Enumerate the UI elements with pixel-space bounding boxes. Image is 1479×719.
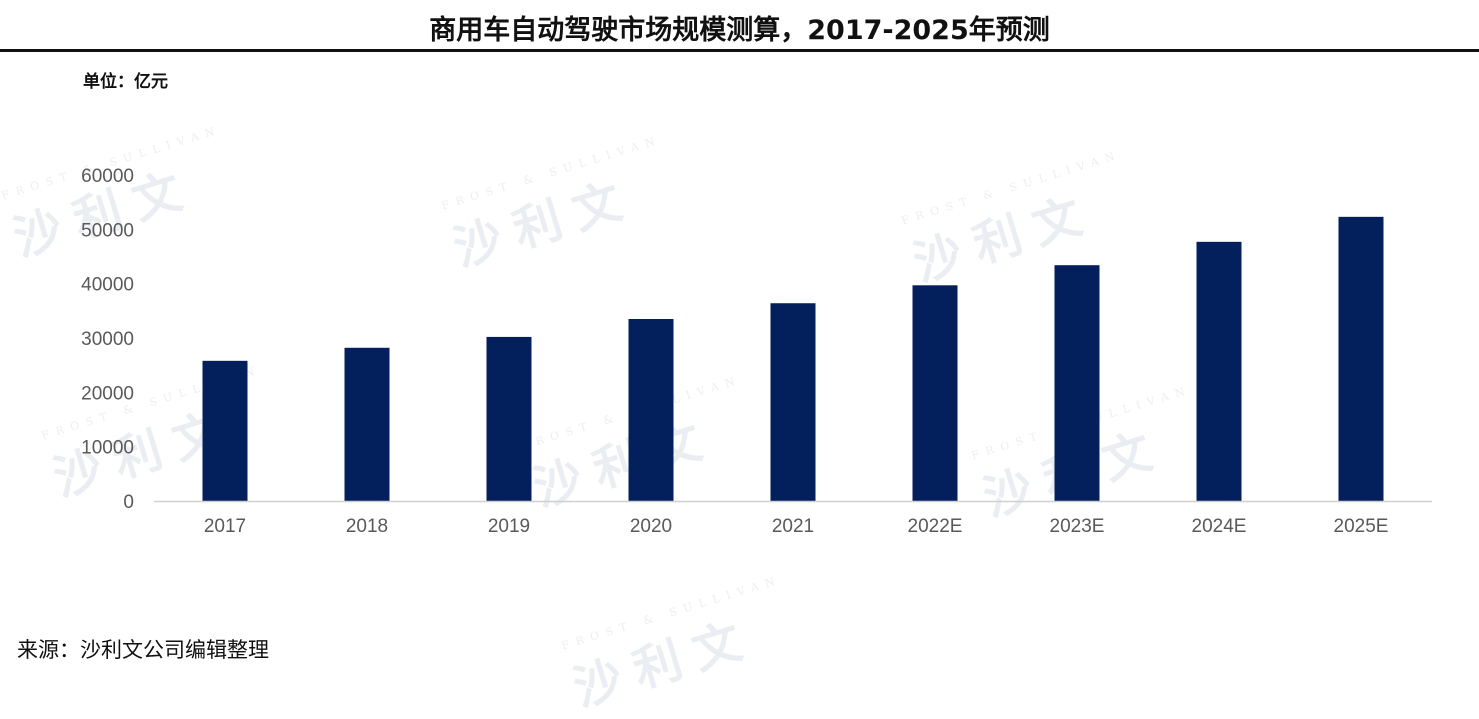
x-tick-label: 2020	[630, 516, 672, 537]
bar-2020	[628, 318, 674, 501]
y-tick-label: 40000	[81, 275, 134, 296]
x-tick-label: 2025E	[1334, 516, 1389, 537]
x-tick-label: 2017	[204, 516, 246, 537]
y-tick-label: 60000	[81, 166, 134, 187]
bar-2018	[344, 347, 390, 501]
x-tick-label: 2024E	[1192, 516, 1247, 537]
unit-label: 单位：亿元	[83, 72, 168, 92]
bar-2021	[770, 303, 816, 501]
y-tick-label: 20000	[81, 383, 134, 404]
x-tick-label: 2021	[772, 516, 814, 537]
y-tick-label: 10000	[81, 438, 134, 459]
bar-2019	[486, 336, 532, 501]
bar-2022E	[912, 285, 958, 501]
y-tick-label: 0	[123, 492, 134, 513]
chart-title: 商用车自动驾驶市场规模测算，2017-2025年预测	[429, 15, 1050, 46]
x-tick-label: 2023E	[1050, 516, 1105, 537]
x-tick-label: 2022E	[908, 516, 963, 537]
bar-chart: 0 10000 20000 30000 40000 50000 60000 2017 2018 2…	[81, 166, 1432, 537]
bar-2023E	[1054, 265, 1100, 501]
x-tick-label: 2019	[488, 516, 530, 537]
bar-2025E	[1338, 216, 1384, 501]
bar-2024E	[1196, 241, 1242, 501]
y-tick-label: 30000	[81, 329, 134, 350]
bar-2017	[202, 360, 248, 501]
title-divider	[0, 49, 1479, 52]
x-tick-label: 2018	[346, 516, 388, 537]
y-tick-label: 50000	[81, 220, 134, 241]
source-note: 来源：沙利文公司编辑整理	[17, 638, 269, 662]
